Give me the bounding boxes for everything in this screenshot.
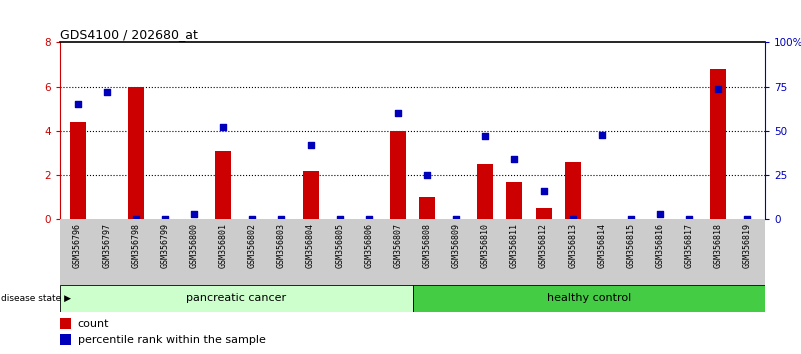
Bar [536, 209, 552, 219]
Point [100, 89, 113, 95]
Point [362, 217, 375, 222]
Text: GSM356797: GSM356797 [103, 223, 111, 268]
Bar [70, 122, 86, 219]
Text: GSM356811: GSM356811 [510, 223, 519, 268]
Text: GSM356809: GSM356809 [452, 223, 461, 268]
Point [392, 110, 405, 116]
Bar [419, 198, 435, 219]
Text: GSM356812: GSM356812 [539, 223, 548, 268]
Text: GSM356808: GSM356808 [423, 223, 432, 268]
Bar [128, 87, 144, 219]
Text: GSM356807: GSM356807 [393, 223, 402, 268]
Text: GSM356800: GSM356800 [190, 223, 199, 268]
Bar [477, 164, 493, 219]
Text: count: count [78, 319, 109, 329]
Text: GSM356799: GSM356799 [160, 223, 170, 268]
Text: healthy control: healthy control [546, 293, 631, 303]
Text: GSM356816: GSM356816 [655, 223, 665, 268]
Point [159, 217, 171, 222]
Bar [60, 334, 70, 346]
Point [421, 172, 433, 178]
Point [71, 102, 84, 107]
Text: GSM356803: GSM356803 [277, 223, 286, 268]
Text: GSM356810: GSM356810 [481, 223, 490, 268]
Point [625, 217, 638, 222]
Point [333, 217, 346, 222]
Bar [60, 318, 70, 329]
Point [682, 217, 695, 222]
Text: disease state ▶: disease state ▶ [1, 294, 70, 303]
Text: GSM356804: GSM356804 [306, 223, 315, 268]
Text: GDS4100 / 202680_at: GDS4100 / 202680_at [60, 28, 198, 41]
Text: pancreatic cancer: pancreatic cancer [186, 293, 286, 303]
Point [246, 217, 259, 222]
Bar [710, 69, 727, 219]
Text: GSM356814: GSM356814 [598, 223, 606, 268]
Text: GSM356801: GSM356801 [219, 223, 227, 268]
Bar [215, 151, 231, 219]
Text: GSM356796: GSM356796 [73, 223, 82, 268]
Text: percentile rank within the sample: percentile rank within the sample [78, 335, 266, 345]
Text: GSM356805: GSM356805 [335, 223, 344, 268]
Text: GSM356817: GSM356817 [685, 223, 694, 268]
Point [130, 217, 143, 222]
Point [508, 156, 521, 162]
Bar [565, 162, 581, 219]
Point [654, 211, 666, 217]
Text: GSM356818: GSM356818 [714, 223, 723, 268]
Point [479, 133, 492, 139]
Text: GSM356815: GSM356815 [626, 223, 635, 268]
Text: GSM356819: GSM356819 [743, 223, 752, 268]
Bar [390, 131, 406, 219]
Point [275, 217, 288, 222]
Bar [303, 171, 319, 219]
Point [537, 188, 550, 194]
Text: GSM356802: GSM356802 [248, 223, 257, 268]
Point [712, 86, 725, 91]
Point [217, 125, 230, 130]
Text: GSM356813: GSM356813 [568, 223, 578, 268]
Bar [506, 182, 522, 219]
Point [187, 211, 200, 217]
Text: GSM356798: GSM356798 [131, 223, 140, 268]
Bar [60, 285, 413, 312]
Point [566, 217, 579, 222]
Point [304, 142, 317, 148]
Text: GSM356806: GSM356806 [364, 223, 373, 268]
Bar [413, 285, 765, 312]
Point [741, 217, 754, 222]
Point [595, 132, 608, 137]
Point [450, 217, 463, 222]
